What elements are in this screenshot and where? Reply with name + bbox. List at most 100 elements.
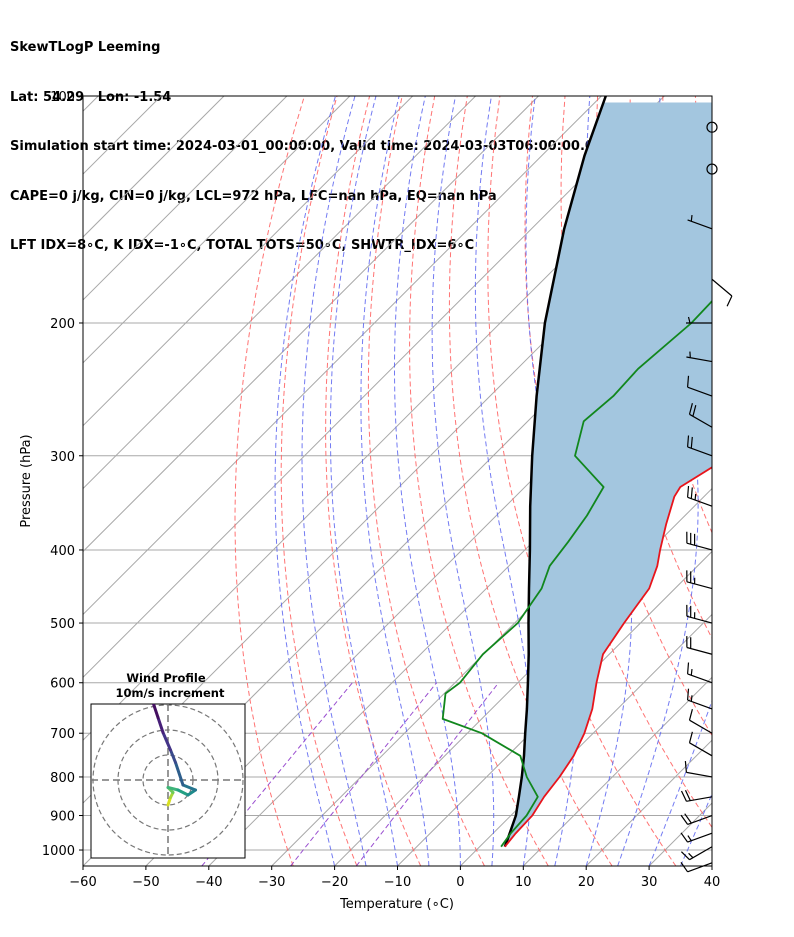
isotherm-gridline (83, 96, 476, 490)
isotherm-gridline (83, 96, 414, 427)
wind-barb (688, 709, 713, 734)
hodograph-subtitle: 10m/s increment (116, 686, 225, 700)
isotherm-gridline (83, 96, 225, 238)
moist-adiabat (329, 96, 398, 866)
y-tick-label: 300 (50, 450, 75, 465)
hodograph-segment (181, 783, 197, 792)
y-tick-label: 100 (50, 90, 75, 105)
moist-adiabat (431, 96, 495, 866)
cin-shading (507, 102, 712, 841)
dry-adiabat (728, 96, 794, 866)
dry-adiabat (280, 96, 358, 866)
hodograph-segment (169, 748, 177, 764)
y-tick-label: 200 (50, 317, 75, 332)
mixing-ratio-line (201, 682, 353, 866)
parcel-profile-line (503, 96, 607, 848)
isotherm-gridline (83, 96, 351, 364)
moist-adiabat (711, 864, 712, 866)
moist-adiabat (274, 96, 336, 866)
temperature-line (504, 466, 712, 848)
moist-adiabat (648, 699, 712, 866)
mixing-ratio-line (290, 682, 437, 866)
wind-barb (680, 790, 713, 802)
wind-barb (688, 731, 713, 757)
dry-adiabat (761, 96, 794, 866)
wind-barb (686, 604, 713, 624)
moist-adiabat (301, 96, 367, 866)
wind-barb (687, 688, 713, 710)
dry-adiabat (367, 96, 485, 866)
isotherm-gridline (775, 96, 794, 866)
wind-barb (684, 761, 713, 778)
x-tick-label: −30 (258, 875, 285, 890)
x-tick-label: 40 (704, 875, 721, 890)
moist-adiabat (360, 96, 430, 866)
isotherm-gridline (83, 96, 539, 553)
x-tick-label: 30 (641, 875, 658, 890)
y-tick-label: 800 (50, 771, 75, 786)
wind-barb (680, 862, 713, 873)
x-tick-label: −20 (321, 875, 348, 890)
isotherm-gridline (460, 613, 712, 866)
chart-header: SkewTLogP Leeming Lat: 54.29 Lon: -1.54 … (10, 7, 603, 271)
isotherm-gridline (711, 865, 712, 866)
y-tick-label: 700 (50, 727, 75, 742)
y-tick-label: 600 (50, 677, 75, 692)
x-axis-label: Temperature (∘C) (339, 897, 454, 912)
isotherm-gridline (83, 96, 602, 616)
moist-adiabat (394, 96, 461, 866)
plot-clip-group (83, 96, 794, 866)
title-location: Lat: 54.29 Lon: -1.54 (10, 89, 172, 105)
calm-wind-marker (706, 163, 718, 175)
wind-barb (686, 636, 713, 655)
title-station: SkewTLogP Leeming (10, 40, 161, 55)
dry-adiabat (448, 96, 613, 866)
moist-adiabat (680, 792, 712, 866)
hodograph (90, 703, 246, 859)
wind-barb (685, 316, 713, 324)
wind-barb (680, 846, 713, 861)
calm-wind-marker (706, 121, 718, 133)
wind-barb (680, 832, 713, 843)
wind-barb (687, 485, 713, 507)
x-tick-label: 10 (515, 875, 532, 890)
wind-barb (687, 375, 713, 397)
hodograph-segment (176, 788, 190, 797)
plot-area (83, 96, 794, 866)
mixing-ratio-line (355, 682, 499, 866)
y-tick-label: 500 (50, 617, 75, 632)
wind-barb (680, 813, 713, 825)
moist-adiabat (617, 96, 699, 866)
wind-barb (687, 215, 713, 230)
dewpoint-line (441, 299, 712, 848)
hodograph-segment (151, 704, 160, 719)
hodograph-segment (174, 761, 185, 787)
isotherm-gridline (334, 487, 712, 866)
hodograph-clip-group (91, 704, 245, 858)
x-tick-label: 20 (578, 875, 595, 890)
y-axis-label: Pressure (hPa) (19, 434, 34, 527)
dry-adiabat (325, 96, 422, 866)
wind-barb (686, 570, 713, 590)
axes: −60 −50 −40 −30 −20 −10 0 10 20 30 40 1000 900 800 700… (42, 90, 720, 890)
x-tick-label: 0 (456, 875, 464, 890)
isotherm-gridline (83, 96, 288, 301)
wind-barb (687, 435, 713, 457)
hodograph-segment (166, 786, 180, 792)
hodograph-segment (161, 731, 172, 752)
wind-barbs (680, 121, 733, 873)
y-tick-label: 900 (50, 810, 75, 825)
wind-barb (686, 351, 713, 363)
dry-adiabat (234, 96, 305, 866)
wind-barb (688, 403, 713, 428)
hodograph-title: Wind Profile (126, 671, 206, 685)
y-tick-label: 1000 (42, 844, 75, 859)
x-tick-label: −40 (195, 875, 222, 890)
wind-barb (711, 278, 733, 307)
isotherm-gridline (83, 96, 665, 679)
y-tick-label: 400 (50, 544, 75, 559)
isotherm-gridline (522, 676, 712, 866)
x-tick-label: −50 (132, 875, 159, 890)
wind-barb (686, 531, 713, 551)
